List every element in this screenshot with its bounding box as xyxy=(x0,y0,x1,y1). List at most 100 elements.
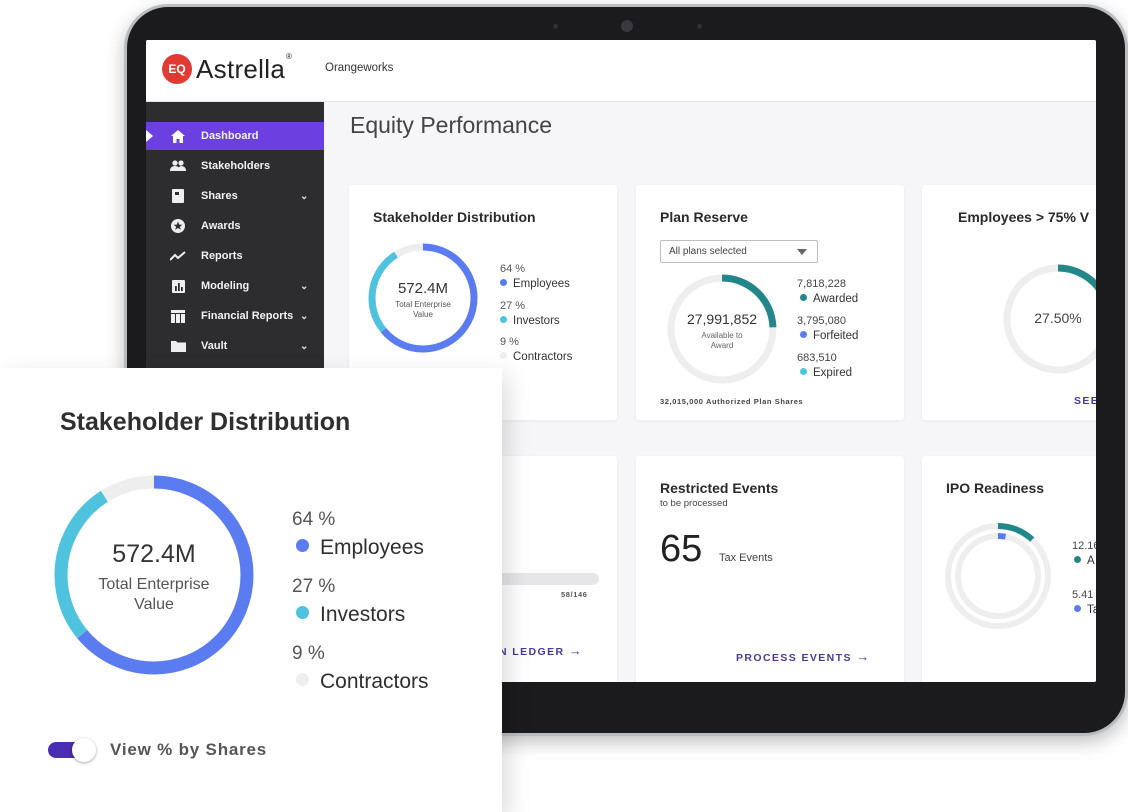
sidebar-item-shares[interactable]: Shares ⌄ xyxy=(146,182,324,210)
ledger-progress-track xyxy=(489,573,599,585)
sensor-dot xyxy=(553,24,558,29)
card-title: Plan Reserve xyxy=(660,209,748,225)
legend-item-forfeited: Forfeited xyxy=(800,330,858,342)
sidebar-item-label: Modeling xyxy=(201,280,250,292)
legend-item-investors: Investors xyxy=(500,315,560,327)
employees-donut xyxy=(1003,264,1096,374)
sidebar-item-label: Shares xyxy=(201,190,238,202)
donut-segment-employees xyxy=(54,475,254,675)
card-subtitle: to be processed xyxy=(660,498,728,509)
legend-value: 3,795,080 xyxy=(797,315,846,327)
sidebar-item-awards[interactable]: Awards xyxy=(146,212,324,240)
sidebar-item-stakeholders[interactable]: Stakeholders xyxy=(146,152,324,180)
events-count-label: Tax Events xyxy=(719,552,773,564)
sidebar-item-label: Awards xyxy=(201,220,241,232)
top-bar: EQ Astrella ® Orangeworks xyxy=(146,40,1096,102)
overlay-legend-percent: 27 % xyxy=(292,576,336,597)
plan-reserve-card: Plan Reserve All plans selected 27,991,8… xyxy=(636,185,904,420)
legend-dot xyxy=(1074,556,1081,563)
legend-item: A xyxy=(1074,555,1095,567)
legend-dot xyxy=(500,352,507,359)
people-icon xyxy=(170,159,186,173)
donut-segment-awarded xyxy=(667,274,777,384)
sidebar-item-modeling[interactable]: Modeling ⌄ xyxy=(146,272,324,300)
ipo-readiness-card: IPO Readiness 12.16 A 5.41 Ta xyxy=(922,456,1096,682)
center-label: Value xyxy=(413,310,433,319)
sidebar-item-label: Financial Reports xyxy=(201,310,294,322)
overlay-legend-contractors: Contractors xyxy=(296,670,429,694)
arrow-right-icon: → xyxy=(568,643,584,658)
legend-percent: 64 % xyxy=(500,263,526,275)
toggle-knob xyxy=(72,738,96,762)
chevron-down-icon[interactable]: ⌄ xyxy=(300,340,309,352)
logo-mark[interactable]: EQ xyxy=(162,54,192,84)
stakeholder-donut xyxy=(368,243,478,353)
plan-select[interactable]: All plans selected xyxy=(660,240,818,263)
sensor-dot xyxy=(697,24,702,29)
overlay-legend-investors: Investors xyxy=(296,603,405,627)
bar-chart-icon xyxy=(170,279,186,293)
logo-text[interactable]: Astrella xyxy=(196,54,286,84)
legend-item: Ta xyxy=(1074,604,1096,616)
card-title: IPO Readiness xyxy=(946,480,1045,496)
inner-ring-track xyxy=(955,533,1041,619)
employees-vested-card: Employees > 75% V 27.50% SEE xyxy=(922,185,1096,420)
overlay-center-label: Total Enterprise xyxy=(98,576,210,593)
overlay-center-value: 572.4M xyxy=(112,540,196,568)
sidebar-item-label: Vault xyxy=(201,340,228,352)
plan-reserve-donut xyxy=(667,274,777,384)
overlay-title: Stakeholder Distribution xyxy=(60,408,351,436)
legend-dot xyxy=(500,279,507,286)
trend-line-icon xyxy=(170,249,186,263)
legend-dot xyxy=(500,316,507,323)
legend-dot xyxy=(296,673,309,686)
donut-segment-investors xyxy=(54,475,254,675)
chevron-down-icon[interactable]: ⌄ xyxy=(300,190,309,202)
legend-value: 7,818,228 xyxy=(797,278,846,290)
active-indicator xyxy=(146,130,153,142)
legend-item-awarded: Awarded xyxy=(800,293,858,305)
restricted-events-card: Restricted Events to be processed 65 Tax… xyxy=(636,456,904,682)
overlay-stakeholder-donut xyxy=(54,475,254,675)
sidebar-item-dashboard[interactable]: Dashboard xyxy=(146,122,324,150)
home-icon xyxy=(170,129,186,143)
legend-item-expired: Expired xyxy=(800,367,852,379)
plan-select-value: All plans selected xyxy=(669,246,747,257)
chevron-down-icon[interactable]: ⌄ xyxy=(300,310,309,322)
donut-segment-vested xyxy=(1003,264,1096,374)
sidebar-item-financial-reports[interactable]: Financial Reports ⌄ xyxy=(146,302,324,330)
legend-dot xyxy=(296,539,309,552)
donut-segment-investors xyxy=(368,243,478,353)
center-label: Award xyxy=(710,341,734,350)
inner-ring-segment xyxy=(955,533,1041,619)
ledger-link[interactable]: N LEDGER → xyxy=(499,643,584,658)
page-title: Equity Performance xyxy=(350,112,552,138)
events-count: 65 xyxy=(660,528,703,570)
sidebar-item-label: Reports xyxy=(201,250,243,262)
see-details-link[interactable]: SEE xyxy=(1074,395,1096,407)
caret-down-icon xyxy=(797,249,807,255)
legend-item-contractors: Contractors xyxy=(500,351,572,363)
legend-dot xyxy=(800,368,807,375)
view-by-shares-toggle[interactable] xyxy=(48,738,96,762)
legend-percent: 9 % xyxy=(500,336,519,348)
legend-dot xyxy=(800,294,807,301)
organization-name[interactable]: Orangeworks xyxy=(325,62,394,74)
registered-mark: ® xyxy=(286,52,292,61)
legend-dot xyxy=(296,606,309,619)
sidebar-item-reports[interactable]: Reports xyxy=(146,242,324,270)
outer-ring-track xyxy=(945,523,1051,629)
ipo-readiness-rings xyxy=(945,523,1051,629)
authorized-shares-note: 32,015,000 Authorized Plan Shares xyxy=(660,397,804,406)
card-title: Restricted Events xyxy=(660,480,779,496)
chevron-down-icon[interactable]: ⌄ xyxy=(300,280,309,292)
folder-icon xyxy=(170,339,186,353)
sidebar-item-vault[interactable]: Vault ⌄ xyxy=(146,332,324,360)
process-events-button[interactable]: PROCESS EVENTS → xyxy=(736,649,871,664)
overlay-legend-employees: Employees xyxy=(296,536,424,560)
center-value: 27.50% xyxy=(1034,310,1082,326)
arrow-right-icon: → xyxy=(856,649,871,664)
sidebar-item-label: Stakeholders xyxy=(201,160,271,172)
donut-segment-employees xyxy=(368,243,478,353)
front-camera xyxy=(621,20,633,32)
